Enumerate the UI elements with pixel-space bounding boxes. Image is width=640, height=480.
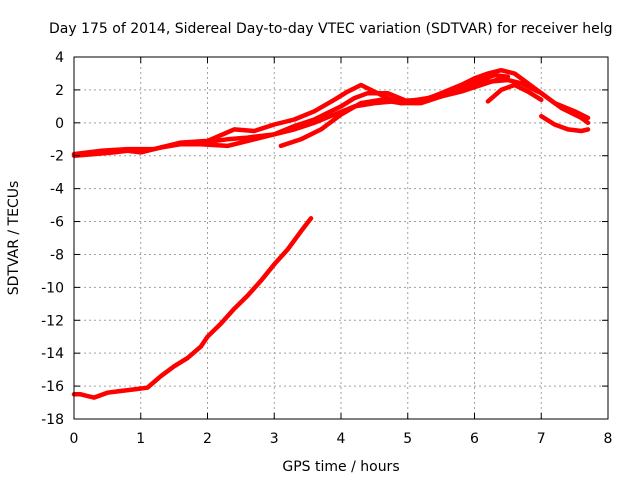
grid-lines xyxy=(74,57,608,419)
y-tick-label: -16 xyxy=(41,379,64,395)
series-line-trace-5 xyxy=(485,82,544,104)
x-tick-label: 0 xyxy=(70,431,79,447)
y-tick-label: 4 xyxy=(55,50,64,66)
y-tick-label: -12 xyxy=(41,313,64,329)
x-tick-label: 8 xyxy=(604,431,613,447)
x-tick-label: 1 xyxy=(136,431,145,447)
x-tick-label: 5 xyxy=(403,431,412,447)
y-axis-label: SDTVAR / TECUs xyxy=(6,181,22,296)
chart-title: Day 175 of 2014, Sidereal Day-to-day VTE… xyxy=(49,21,612,37)
series-line-trace-7 xyxy=(71,216,314,400)
y-tick-label: -4 xyxy=(50,182,64,198)
y-tick-label: 2 xyxy=(55,83,64,99)
y-tick-label: -10 xyxy=(41,280,64,296)
x-tick-label: 6 xyxy=(470,431,479,447)
y-tick-label: 0 xyxy=(55,116,64,132)
y-tick-label: -2 xyxy=(50,149,64,165)
x-tick-label: 3 xyxy=(270,431,279,447)
y-tick-label: -8 xyxy=(50,247,64,263)
y-tick-label: -6 xyxy=(50,215,64,231)
axis-ticks: 0 1 2 3 4 5 6 7 8 -18 -16 -14 -12 -10 -8 -6 -4 -2 0 2 4 xyxy=(41,50,612,447)
x-tick-label: 2 xyxy=(203,431,212,447)
y-tick-label: -18 xyxy=(41,412,64,428)
x-axis-label: GPS time / hours xyxy=(282,459,399,475)
series-layer xyxy=(71,67,591,400)
x-tick-label: 4 xyxy=(337,431,346,447)
series-line-trace-6 xyxy=(539,113,591,134)
y-tick-label: -14 xyxy=(41,346,64,362)
series-line-trace-4 xyxy=(278,72,511,149)
x-tick-label: 7 xyxy=(537,431,546,447)
